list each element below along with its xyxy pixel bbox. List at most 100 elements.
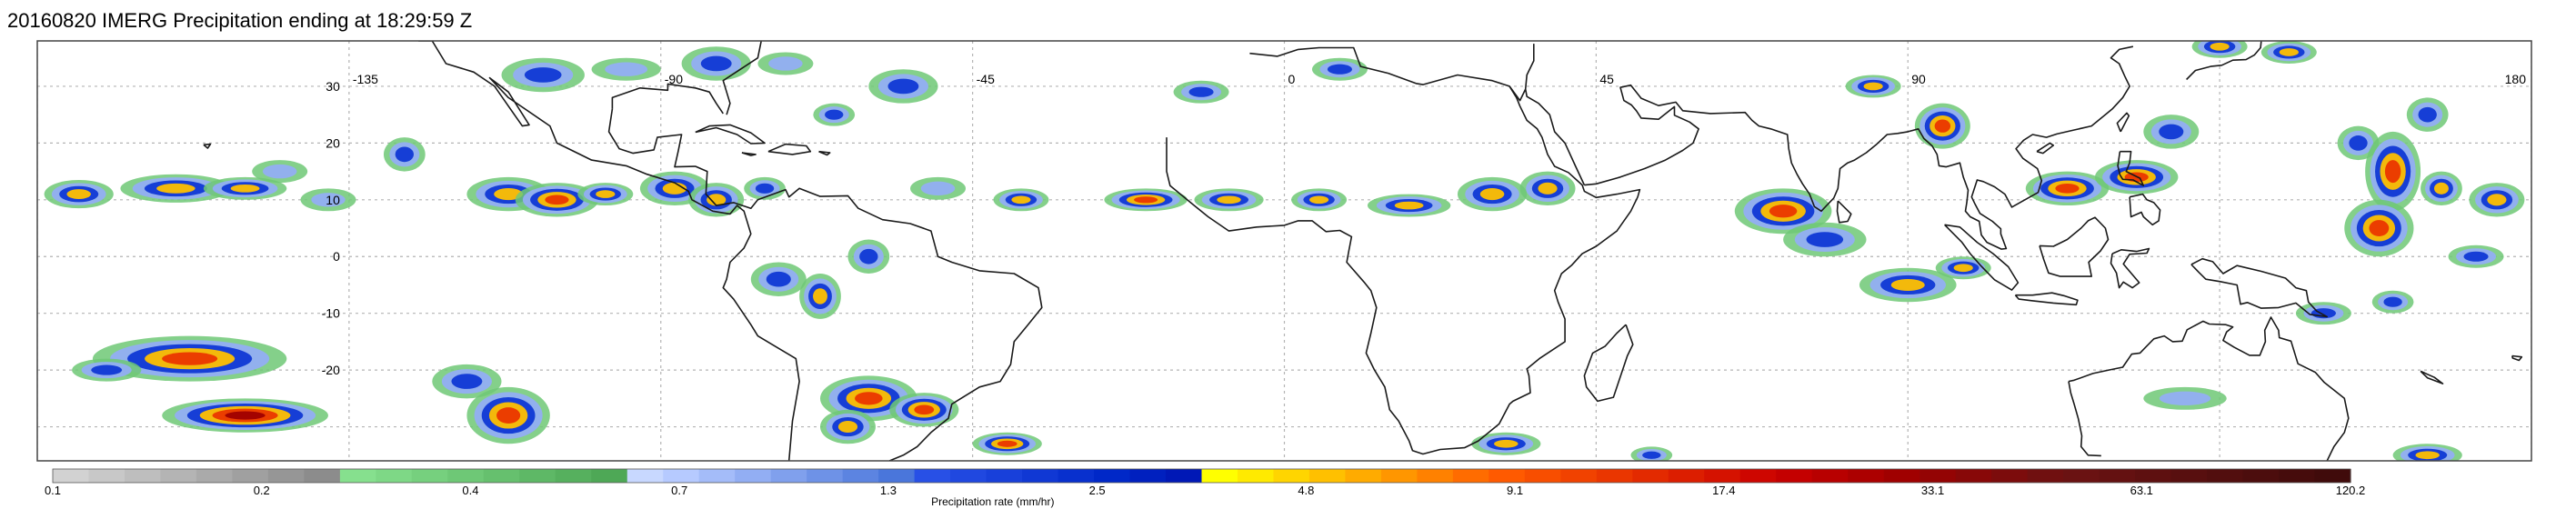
- coastline: [818, 150, 831, 156]
- colorbar-title: Precipitation rate (mm/hr): [931, 495, 1054, 508]
- colorbar-swatch: [1022, 469, 1059, 483]
- precip-cell: [2448, 245, 2504, 268]
- precip-cell: [2371, 290, 2414, 314]
- coastline: [2068, 381, 2101, 457]
- precip-cell: [799, 273, 841, 319]
- precip-intensity-band: [1479, 188, 1505, 201]
- longitude-label: -45: [977, 72, 995, 86]
- precip-cell: [2406, 97, 2449, 132]
- precip-intensity-band: [451, 374, 483, 389]
- precip-cell: [1859, 267, 1957, 303]
- precip-intensity-band: [225, 411, 266, 420]
- precip-cell: [1845, 75, 1901, 98]
- precip-intensity-band: [1134, 196, 1158, 204]
- colorbar-swatch: [1739, 469, 1777, 483]
- colorbar-swatch: [1811, 469, 1849, 483]
- precip-intensity-band: [1806, 232, 1844, 247]
- precip-cell: [1457, 176, 1528, 212]
- precip-cell: [2469, 183, 2525, 217]
- latitude-label: 20: [326, 135, 340, 150]
- coastline: [418, 41, 800, 461]
- coastline: [2117, 150, 2145, 186]
- precip-cell: [993, 188, 1049, 212]
- coastlines: [203, 41, 2523, 461]
- precip-cell: [383, 137, 426, 172]
- precip-intensity-band: [2487, 194, 2507, 206]
- colorbar-swatch: [2242, 469, 2280, 483]
- colorbar-swatch: [555, 469, 592, 483]
- colorbar-swatch: [339, 469, 376, 483]
- coastline: [2014, 292, 2079, 306]
- colorbar-swatch: [1094, 469, 1131, 483]
- precip-intensity-band: [1642, 451, 1661, 459]
- precip-intensity-band: [1327, 64, 1353, 75]
- colorbar-swatch: [2063, 469, 2100, 483]
- precip-cell: [819, 409, 876, 444]
- precip-intensity-band: [605, 62, 648, 76]
- precip-intensity-band: [887, 78, 919, 95]
- precip-intensity-band: [66, 189, 91, 199]
- precip-cell: [813, 103, 856, 126]
- colorbar-tick-label: 9.1: [1507, 484, 1523, 497]
- colorbar-swatch: [2314, 469, 2351, 483]
- colorbar-tick-label: 63.1: [2130, 484, 2153, 497]
- colorbar-tick-label: 0.7: [671, 484, 687, 497]
- colorbar-swatch: [1668, 469, 1705, 483]
- coastline: [2420, 370, 2444, 384]
- precip-cell: [432, 364, 502, 399]
- colorbar-tick-label: 120.2: [2336, 484, 2366, 497]
- colorbar-swatch: [986, 469, 1023, 483]
- precip-intensity-band: [1217, 195, 1241, 205]
- precip-intensity-band: [1188, 86, 1214, 97]
- precip-intensity-band: [2055, 183, 2080, 194]
- graticule-labels: -135 -90 -45 0 45 90 180 30 20 10 0 -10 -20: [322, 72, 2527, 377]
- map-title: 20160820 IMERG Precipitation ending at 1…: [7, 9, 473, 32]
- longitude-label: 180: [2505, 72, 2527, 86]
- precip-cell: [972, 432, 1042, 455]
- colorbar-swatch: [160, 469, 197, 483]
- colorbar-swatch: [304, 469, 341, 483]
- colorbar-swatch: [1991, 469, 2029, 483]
- colorbar-swatch: [2135, 469, 2172, 483]
- precip-intensity-band: [596, 190, 616, 198]
- precip-intensity-band: [524, 67, 562, 83]
- colorbar-swatch: [1524, 469, 1561, 483]
- precip-cell: [162, 398, 329, 433]
- colorbar-swatch: [1955, 469, 1992, 483]
- colorbar-swatch: [1308, 469, 1347, 483]
- precip-intensity-band: [230, 184, 260, 193]
- precip-cell: [466, 386, 550, 444]
- precip-cell: [2337, 125, 2380, 161]
- latitude-label: 30: [326, 79, 340, 94]
- precip-intensity-band: [837, 421, 858, 434]
- precip-intensity-band: [2369, 220, 2390, 236]
- coastline: [1524, 88, 1586, 185]
- colorbar-swatch: [1380, 469, 1418, 483]
- colorbar-swatch: [195, 469, 234, 483]
- colorbar-swatch: [1919, 469, 1957, 483]
- colorbar-swatch: [1883, 469, 1920, 483]
- precip-cell: [2143, 115, 2200, 149]
- coastline: [2039, 216, 2110, 277]
- precip-intensity-band: [766, 271, 791, 287]
- coastline: [2511, 354, 2523, 362]
- precip-intensity-band: [2418, 106, 2437, 123]
- precip-cell: [2191, 41, 2248, 58]
- precip-intensity-band: [700, 55, 732, 72]
- precip-intensity-band: [1769, 205, 1798, 218]
- precip-intensity-band: [2349, 135, 2368, 151]
- colorbar-swatch: [267, 469, 305, 483]
- colorbar-swatch: [914, 469, 951, 483]
- precip-cell: [300, 188, 356, 212]
- precip-cell: [847, 239, 890, 274]
- coastline: [2116, 112, 2130, 133]
- map-panel: -135 -90 -45 0 45 90 180 30 20 10 0 -10 -20: [36, 40, 2532, 462]
- precip-cell: [2365, 131, 2421, 212]
- precip-cell: [1311, 57, 1368, 81]
- precip-intensity-band: [914, 404, 935, 415]
- coastline: [767, 143, 812, 155]
- precip-intensity-band: [813, 288, 827, 304]
- colorbar-tick-label: 33.1: [1921, 484, 1944, 497]
- precip-cell: [120, 174, 232, 203]
- colorbar-swatch: [878, 469, 916, 483]
